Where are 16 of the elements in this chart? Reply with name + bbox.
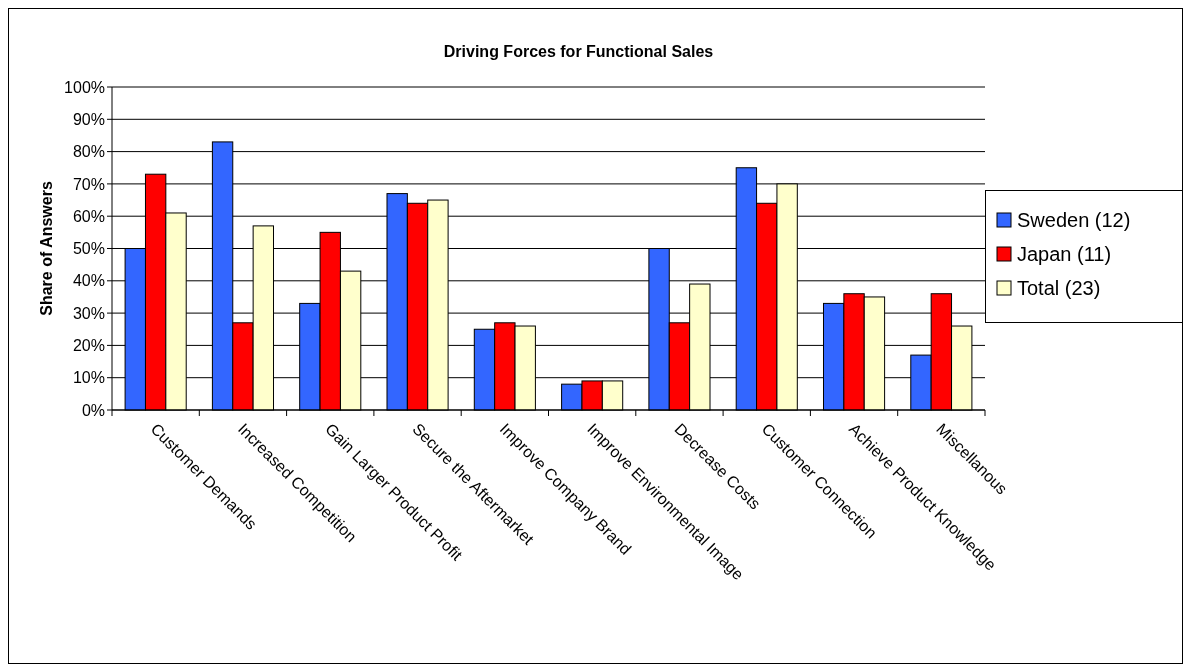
- y-tick-label: 30%: [72, 304, 105, 322]
- y-tick-label: 50%: [72, 240, 105, 258]
- chart-title: Driving Forces for Functional Sales: [443, 43, 714, 60]
- y-tick-label: 100%: [64, 78, 105, 96]
- y-axis-title: Share of Answers: [38, 181, 55, 316]
- y-tick-label: 70%: [72, 175, 105, 193]
- y-tick-label: 60%: [72, 207, 105, 225]
- legend-label: Total (23): [1017, 277, 1101, 299]
- y-tick-label: 10%: [72, 369, 105, 387]
- y-tick-label: 0%: [81, 401, 105, 419]
- y-tick-label: 20%: [72, 337, 105, 354]
- y-tick-label: 80%: [72, 143, 105, 161]
- legend-label: Japan (11): [1017, 243, 1112, 265]
- y-tick-label: 90%: [72, 110, 105, 128]
- legend-label: Sweden (12): [1017, 209, 1131, 231]
- y-tick-label: 40%: [72, 272, 105, 290]
